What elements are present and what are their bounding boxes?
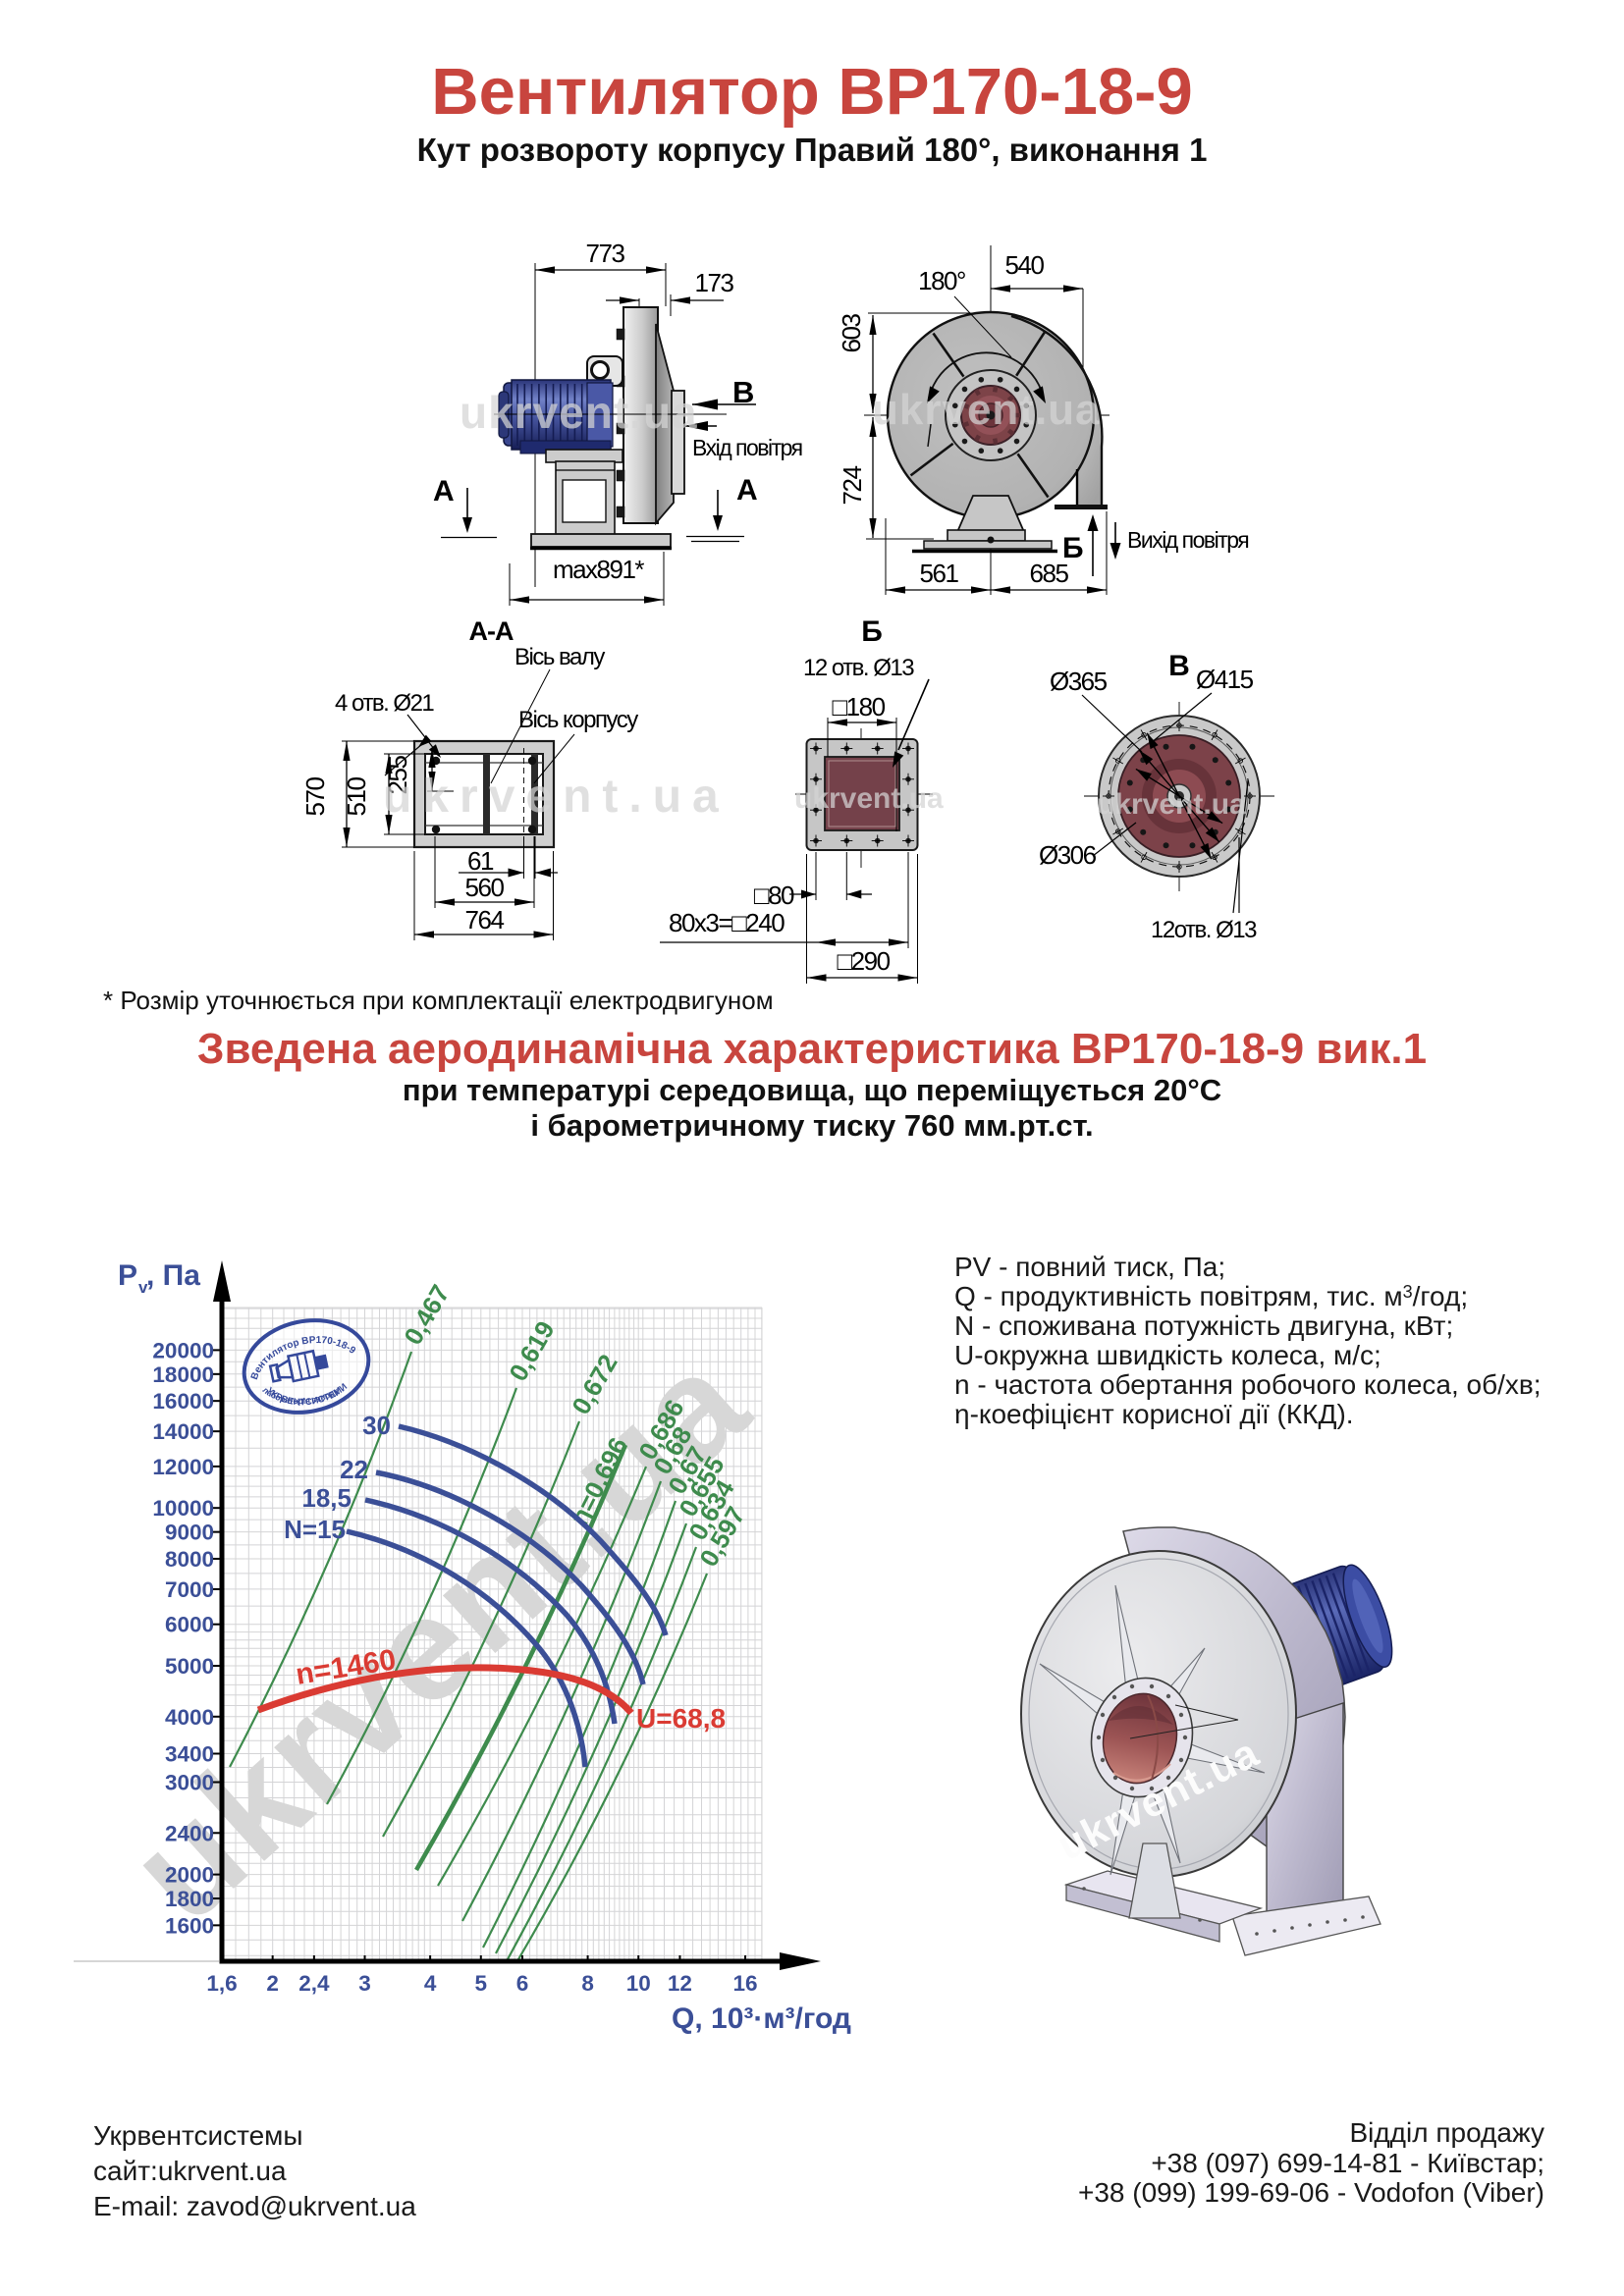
svg-text:20000: 20000	[152, 1338, 214, 1362]
svg-text:180°: 180°	[918, 266, 965, 295]
svg-text:ukrvent.ua: ukrvent.ua	[383, 771, 730, 823]
svg-text:Б: Б	[861, 615, 883, 648]
svg-text:□180: □180	[832, 692, 885, 721]
svg-text:16: 16	[733, 1971, 758, 1996]
svg-text:510: 510	[342, 777, 371, 817]
svg-text:570: 570	[300, 777, 330, 817]
svg-text:685: 685	[1030, 559, 1069, 588]
svg-text:603: 603	[837, 314, 866, 353]
svg-text:Ø365: Ø365	[1050, 667, 1108, 696]
svg-text:v: v	[138, 1278, 148, 1297]
svg-text:3: 3	[358, 1971, 371, 1996]
svg-text:1800: 1800	[165, 1887, 214, 1911]
svg-text:ukrvent.ua: ukrvent.ua	[1097, 788, 1246, 821]
svg-text:30: 30	[362, 1411, 391, 1440]
svg-text:Ø306: Ø306	[1039, 840, 1097, 870]
svg-text:3400: 3400	[165, 1741, 214, 1766]
svg-text:5: 5	[475, 1971, 488, 1996]
svg-text:max891*: max891*	[553, 555, 644, 584]
svg-text:12000: 12000	[152, 1455, 214, 1479]
svg-text:4 отв. Ø21: 4 отв. Ø21	[335, 690, 434, 717]
svg-text:12отв. Ø13: 12отв. Ø13	[1151, 917, 1257, 943]
svg-text:U=68,8: U=68,8	[636, 1703, 726, 1734]
svg-text:4: 4	[424, 1971, 437, 1996]
svg-text:, Па: , Па	[146, 1259, 200, 1292]
svg-text:12: 12	[668, 1971, 692, 1996]
svg-text:□290: □290	[837, 946, 890, 976]
svg-text:9000: 9000	[165, 1521, 214, 1545]
svg-text:10000: 10000	[152, 1496, 214, 1521]
svg-text:4000: 4000	[165, 1705, 214, 1730]
svg-text:Вхід повітря: Вхід повітря	[692, 435, 802, 460]
svg-text:Вісь корпусу: Вісь корпусу	[518, 707, 638, 733]
svg-text:255: 255	[383, 756, 412, 795]
svg-text:Q, 10³·м³/год: Q, 10³·м³/год	[672, 2002, 851, 2035]
svg-text:2000: 2000	[165, 1863, 214, 1888]
svg-text:3000: 3000	[165, 1771, 214, 1795]
svg-text:560: 560	[465, 873, 505, 902]
svg-text:5000: 5000	[165, 1654, 214, 1679]
svg-text:16000: 16000	[152, 1389, 214, 1414]
svg-text:А: А	[736, 474, 758, 507]
svg-text:8: 8	[581, 1971, 594, 1996]
svg-text:B: B	[732, 375, 754, 409]
svg-text:□80: □80	[754, 881, 794, 910]
svg-text:8000: 8000	[165, 1547, 214, 1572]
svg-text:0,619: 0,619	[503, 1316, 561, 1386]
svg-text:12 отв. Ø13: 12 отв. Ø13	[803, 655, 914, 681]
svg-text:6: 6	[516, 1971, 529, 1996]
svg-text:А: А	[433, 475, 455, 507]
svg-text:1600: 1600	[165, 1913, 214, 1938]
svg-text:22: 22	[340, 1455, 368, 1484]
svg-text:14000: 14000	[152, 1419, 214, 1444]
svg-text:2400: 2400	[165, 1821, 214, 1845]
svg-text:561: 561	[920, 559, 959, 588]
svg-text:10: 10	[626, 1971, 651, 1996]
svg-text:Ø415: Ø415	[1196, 665, 1254, 694]
svg-text:1,6: 1,6	[206, 1971, 237, 1996]
svg-text:773: 773	[586, 239, 625, 268]
svg-text:173: 173	[695, 268, 734, 297]
svg-text:18000: 18000	[152, 1362, 214, 1387]
svg-text:Вихід повітря: Вихід повітря	[1127, 527, 1248, 553]
svg-text:ukrvent.ua: ukrvent.ua	[794, 782, 944, 815]
svg-text:Вісь валу: Вісь валу	[514, 644, 605, 670]
svg-text:18,5: 18,5	[301, 1483, 352, 1513]
svg-text:Б: Б	[1062, 532, 1084, 564]
svg-text:724: 724	[838, 466, 867, 506]
svg-text:2: 2	[266, 1971, 279, 1996]
svg-text:540: 540	[1005, 250, 1045, 280]
svg-text:6000: 6000	[165, 1613, 214, 1637]
svg-text:7000: 7000	[165, 1577, 214, 1602]
svg-text:80x3=□240: 80x3=□240	[669, 908, 785, 937]
svg-text:В: В	[1168, 650, 1190, 682]
svg-text:764: 764	[465, 905, 505, 934]
svg-text:ukrvent.ua: ukrvent.ua	[872, 386, 1101, 434]
svg-text:ukrvent.ua: ukrvent.ua	[460, 387, 698, 438]
svg-text:61: 61	[467, 846, 494, 876]
svg-text:N=15: N=15	[284, 1515, 346, 1544]
svg-text:А-А: А-А	[469, 616, 514, 646]
svg-text:P: P	[118, 1259, 137, 1292]
svg-text:2,4: 2,4	[298, 1971, 330, 1996]
